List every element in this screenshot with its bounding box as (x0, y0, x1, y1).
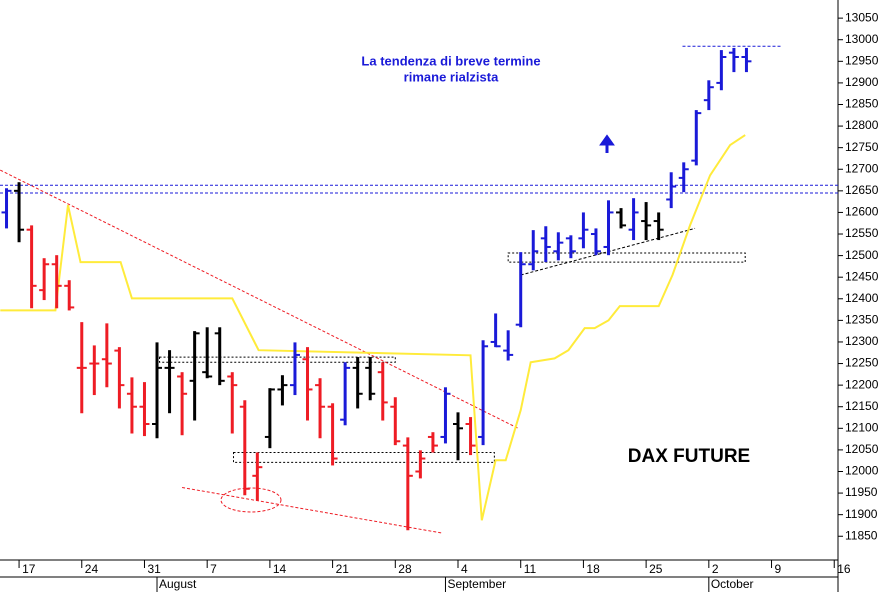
y-tick-label: 12300 (845, 334, 879, 348)
y-tick-label: 12400 (845, 291, 879, 305)
month-label: October (711, 577, 754, 591)
y-tick-label: 12450 (845, 269, 879, 283)
annotation: rimane rialzista (404, 69, 499, 84)
x-tick-label: 7 (210, 562, 217, 576)
trend-line (182, 486, 444, 534)
x-tick-label: 21 (336, 562, 350, 576)
x-tick-label: 18 (586, 562, 600, 576)
y-tick-label: 12150 (845, 399, 879, 413)
y-tick-label: 13000 (845, 32, 879, 46)
month-label: August (159, 577, 197, 591)
highlight-ellipse (220, 487, 282, 513)
x-tick-label: 4 (461, 562, 468, 576)
y-tick-label: 12600 (845, 205, 879, 219)
support-zone (507, 252, 746, 263)
y-tick-label: 13050 (845, 10, 879, 24)
up-arrow (599, 134, 615, 153)
x-tick-label: 28 (398, 562, 412, 576)
x-tick-label: 9 (775, 562, 782, 576)
y-tick-label: 12800 (845, 118, 879, 132)
x-tick-label: 2 (712, 562, 719, 576)
y-tick-label: 12350 (845, 313, 879, 327)
annotation: La tendenza di breve termine (361, 53, 540, 68)
y-tick-label: 12650 (845, 183, 879, 197)
average-line (0, 134, 746, 521)
chart-title: DAX FUTURE (628, 446, 750, 467)
y-tick-label: 12250 (845, 356, 879, 370)
y-tick-label: 12900 (845, 75, 879, 89)
month-label: September (447, 577, 506, 591)
y-tick-label: 11900 (845, 507, 878, 521)
y-tick-label: 12100 (845, 420, 879, 434)
y-tick-label: 12850 (845, 97, 879, 111)
y-tick-label: 12550 (845, 226, 879, 240)
support-zone (233, 451, 495, 463)
y-tick-label: 11850 (845, 528, 878, 542)
y-tick-label: 11950 (845, 485, 878, 499)
support-zone (159, 356, 396, 363)
y-tick-label: 12050 (845, 442, 879, 456)
y-tick-label: 12750 (845, 140, 879, 154)
y-tick-label: 12000 (845, 464, 879, 478)
y-tick-label: 12200 (845, 377, 879, 391)
x-tick-label: 11 (524, 562, 537, 576)
y-tick-label: 12700 (845, 161, 879, 175)
x-tick-label: 31 (147, 562, 161, 576)
x-tick-label: 25 (649, 562, 663, 576)
trend-line (0, 169, 519, 429)
x-tick-label: 17 (22, 562, 36, 576)
x-tick-label: 24 (85, 562, 99, 576)
y-tick-label: 12500 (845, 248, 879, 262)
y-tick-label: 12950 (845, 53, 879, 67)
x-tick-label: 14 (273, 562, 287, 576)
x-tick-label: 16 (837, 562, 851, 576)
